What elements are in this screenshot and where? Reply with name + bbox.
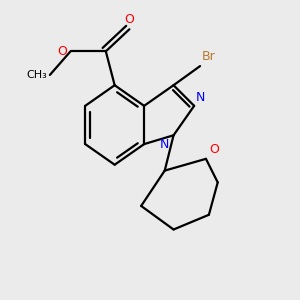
Text: N: N <box>196 92 205 104</box>
Text: CH₃: CH₃ <box>26 70 47 80</box>
Text: O: O <box>58 45 68 58</box>
Text: Br: Br <box>202 50 215 63</box>
Text: O: O <box>209 143 219 156</box>
Text: N: N <box>160 138 169 151</box>
Text: O: O <box>124 13 134 26</box>
